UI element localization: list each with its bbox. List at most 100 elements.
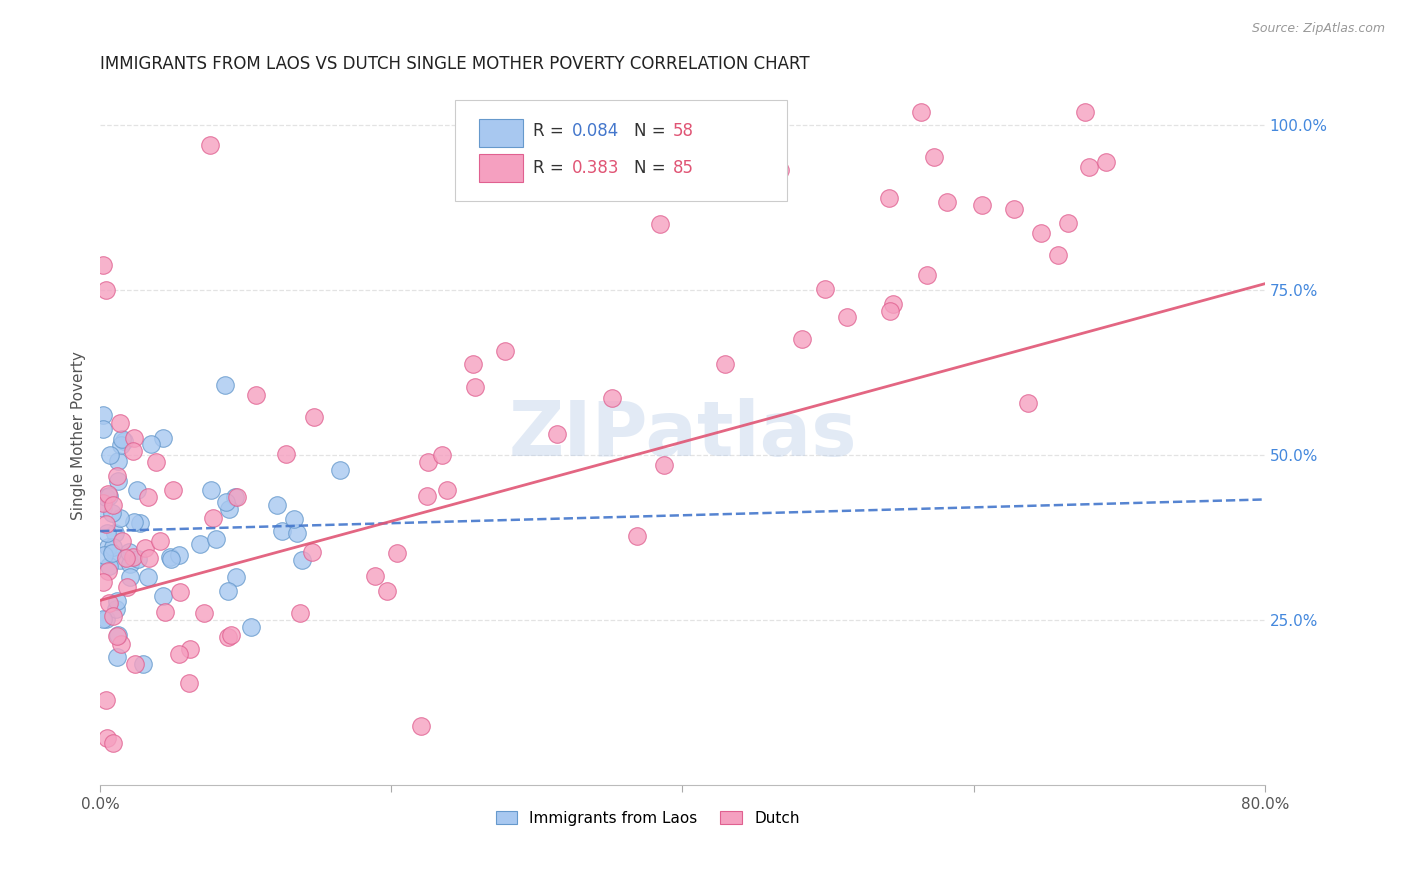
Point xyxy=(291,553,314,567)
Point xyxy=(1002,202,1025,216)
Point xyxy=(167,648,190,662)
Point xyxy=(385,546,408,560)
Point xyxy=(464,380,486,394)
Point xyxy=(96,526,118,541)
Point xyxy=(214,377,236,392)
Y-axis label: Single Mother Poverty: Single Mother Poverty xyxy=(72,351,86,520)
Text: 0.084: 0.084 xyxy=(572,122,619,140)
Point xyxy=(922,150,945,164)
Point xyxy=(217,630,239,644)
Point xyxy=(879,191,901,205)
Point xyxy=(1029,227,1052,241)
Point xyxy=(149,534,172,549)
Point xyxy=(790,332,813,346)
Point xyxy=(97,596,120,610)
Point xyxy=(107,627,129,641)
Point xyxy=(245,387,267,401)
Text: 0.383: 0.383 xyxy=(572,159,620,177)
Point xyxy=(177,676,200,690)
Point xyxy=(285,526,308,541)
Point xyxy=(115,580,138,594)
Point xyxy=(1095,155,1118,169)
Point xyxy=(240,620,263,634)
Point xyxy=(159,549,181,564)
Point xyxy=(1047,248,1070,262)
Point xyxy=(94,491,117,505)
Point xyxy=(274,447,297,461)
Point xyxy=(152,589,174,603)
Point xyxy=(271,524,294,538)
Point xyxy=(98,448,121,462)
Point xyxy=(134,541,156,555)
Point xyxy=(107,474,129,488)
Point xyxy=(111,534,134,549)
Text: R =: R = xyxy=(533,159,569,177)
Point xyxy=(1077,160,1099,174)
Point xyxy=(266,498,288,512)
Point xyxy=(363,569,385,583)
Text: Source: ZipAtlas.com: Source: ZipAtlas.com xyxy=(1251,22,1385,36)
Point xyxy=(124,657,146,671)
Point xyxy=(882,296,904,310)
Point xyxy=(91,612,114,626)
Point xyxy=(160,552,183,566)
Point xyxy=(730,169,752,184)
Point xyxy=(110,637,132,651)
Point xyxy=(494,344,516,359)
Text: N =: N = xyxy=(634,159,671,177)
Point xyxy=(97,565,120,579)
Point xyxy=(94,517,117,532)
Point xyxy=(304,410,326,425)
Point xyxy=(225,570,247,584)
Point xyxy=(139,437,162,451)
Point xyxy=(217,583,239,598)
Point xyxy=(101,506,124,520)
Point xyxy=(96,693,118,707)
Point xyxy=(118,545,141,559)
Point xyxy=(107,454,129,468)
Point xyxy=(218,501,240,516)
Point xyxy=(200,483,222,497)
Point xyxy=(215,494,238,508)
Point xyxy=(546,426,568,441)
Point xyxy=(97,489,120,503)
Text: ZIPatlas: ZIPatlas xyxy=(508,399,856,473)
FancyBboxPatch shape xyxy=(478,153,523,182)
Point xyxy=(652,458,675,473)
Point xyxy=(127,551,149,566)
Point xyxy=(91,408,114,422)
Point xyxy=(91,500,114,515)
Point xyxy=(970,198,993,212)
Point xyxy=(96,731,118,745)
Point xyxy=(138,551,160,566)
Point xyxy=(193,606,215,620)
Point xyxy=(201,511,224,525)
Point xyxy=(105,628,128,642)
Point xyxy=(112,434,135,448)
Point xyxy=(122,549,145,564)
Point xyxy=(1057,216,1080,230)
Point xyxy=(626,529,648,543)
Text: N =: N = xyxy=(634,122,671,140)
FancyBboxPatch shape xyxy=(478,119,523,146)
Point xyxy=(329,462,352,476)
Point xyxy=(219,628,242,642)
Text: 85: 85 xyxy=(673,159,695,177)
Point xyxy=(104,526,127,541)
Point xyxy=(93,548,115,562)
Point xyxy=(153,605,176,619)
Legend: Immigrants from Laos, Dutch: Immigrants from Laos, Dutch xyxy=(488,803,807,833)
Point xyxy=(167,548,190,562)
Point xyxy=(162,483,184,498)
Point xyxy=(105,650,128,665)
Point xyxy=(461,357,484,371)
Point xyxy=(769,163,792,178)
Point xyxy=(105,469,128,483)
Point xyxy=(910,105,932,120)
Point xyxy=(91,574,114,589)
Point xyxy=(121,443,143,458)
Point xyxy=(101,540,124,554)
Point xyxy=(814,282,837,296)
Point xyxy=(110,438,132,452)
Point xyxy=(96,487,118,501)
